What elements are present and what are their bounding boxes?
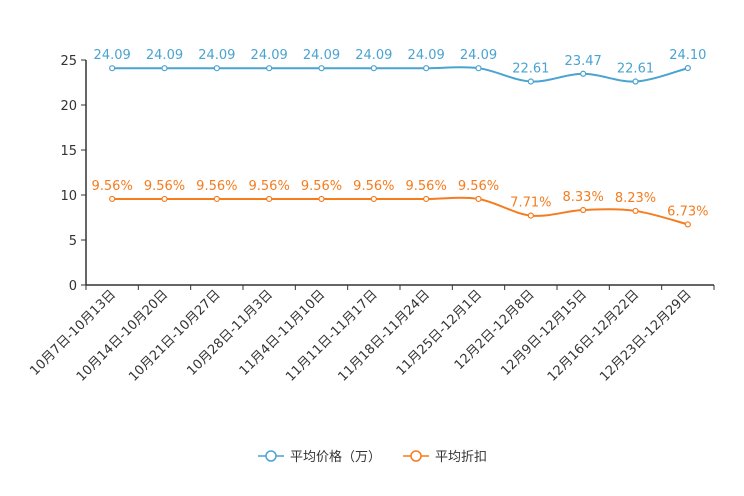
- data-point[interactable]: [370, 65, 377, 72]
- x-tick-label: 12月23日-12月29日: [597, 287, 694, 384]
- data-label: 24.09: [198, 48, 235, 63]
- series-line: [112, 196, 689, 226]
- data-point[interactable]: [580, 70, 587, 77]
- x-tick-label: 10月21日-10月27日: [126, 287, 223, 384]
- data-label: 9.56%: [301, 179, 342, 194]
- data-label: 24.09: [94, 48, 131, 63]
- data-label: 9.56%: [353, 179, 394, 194]
- x-tick-label: 10月14日-10月20日: [74, 287, 171, 384]
- y-tick-label: 5: [69, 234, 77, 249]
- y-tick-label: 0: [69, 279, 77, 294]
- data-label: 9.56%: [144, 179, 185, 194]
- data-label: 9.56%: [458, 179, 499, 194]
- data-label: 6.73%: [667, 204, 708, 219]
- y-tick-label: 15: [60, 144, 77, 159]
- legend-marker-icon: [410, 450, 422, 462]
- data-point[interactable]: [527, 78, 534, 85]
- data-point[interactable]: [266, 195, 273, 203]
- data-point[interactable]: [475, 195, 482, 203]
- series-line: [112, 66, 689, 83]
- data-point[interactable]: [423, 195, 430, 203]
- data-point[interactable]: [213, 195, 220, 203]
- legend-item-2[interactable]: 平均折扣: [403, 450, 487, 465]
- data-point[interactable]: [213, 65, 220, 72]
- data-point[interactable]: [109, 195, 116, 203]
- data-label: 9.56%: [196, 179, 237, 194]
- data-point[interactable]: [632, 78, 639, 85]
- data-label: 23.47: [565, 54, 602, 69]
- x-tick-label: 11月11日-11月17日: [283, 287, 380, 384]
- data-label: 8.33%: [563, 190, 604, 205]
- data-label: 9.56%: [92, 179, 133, 194]
- data-label: 22.61: [512, 62, 549, 77]
- x-tick-label: 10月7日-10月13日: [27, 287, 119, 379]
- data-label: 8.23%: [615, 191, 656, 206]
- data-point[interactable]: [318, 65, 325, 72]
- data-label: 22.61: [617, 62, 654, 77]
- legend-label: 平均折扣: [435, 450, 487, 465]
- x-tick-label: 12月16日-12月22日: [545, 287, 642, 384]
- data-point[interactable]: [161, 65, 168, 72]
- data-point[interactable]: [580, 206, 587, 214]
- data-point[interactable]: [370, 195, 377, 203]
- data-point[interactable]: [161, 195, 168, 203]
- series-1: 24.09 24.09 24.09 24.09 24.09 24.09 24.09 24.09…: [94, 48, 706, 85]
- data-label: 9.56%: [249, 179, 290, 194]
- legend-item-1[interactable]: 平均价格（万）: [258, 449, 381, 465]
- data-label: 24.09: [355, 48, 392, 63]
- x-tick-label: 11月18日-11月24日: [336, 287, 433, 384]
- data-label: 24.09: [408, 48, 445, 63]
- data-point[interactable]: [527, 212, 534, 219]
- legend-marker-icon: [265, 450, 277, 462]
- data-point[interactable]: [423, 65, 430, 72]
- data-label: 9.56%: [406, 179, 447, 194]
- y-tick-label: 20: [60, 99, 77, 114]
- data-label: 24.09: [251, 48, 288, 63]
- series-layer: 24.09 24.09 24.09 24.09 24.09 24.09 24.09 24.09…: [92, 48, 708, 228]
- data-point[interactable]: [475, 65, 482, 72]
- legend-label: 平均价格（万）: [290, 449, 381, 465]
- axes: 0 5 10 15 20 25 10月7日-10月13日10月14日-10月20日10月21…: [27, 54, 715, 385]
- y-tick-label: 10: [60, 189, 77, 204]
- data-label: 7.71%: [510, 196, 551, 211]
- data-label: 24.09: [460, 48, 497, 63]
- y-tick-label: 25: [60, 54, 77, 69]
- data-label: 24.09: [303, 48, 340, 63]
- legend[interactable]: 平均价格（万） 平均折扣: [258, 449, 487, 465]
- data-point[interactable]: [266, 65, 273, 72]
- data-label: 24.10: [669, 48, 706, 63]
- data-point[interactable]: [109, 65, 116, 72]
- data-point[interactable]: [684, 221, 691, 228]
- data-point[interactable]: [684, 64, 691, 72]
- series-2: 9.56% 9.56% 9.56% 9.56% 9.56% 9.56% 9.56% 9.56%…: [92, 179, 708, 228]
- data-point[interactable]: [632, 207, 639, 215]
- data-point[interactable]: [318, 195, 325, 203]
- data-label: 24.09: [146, 48, 183, 63]
